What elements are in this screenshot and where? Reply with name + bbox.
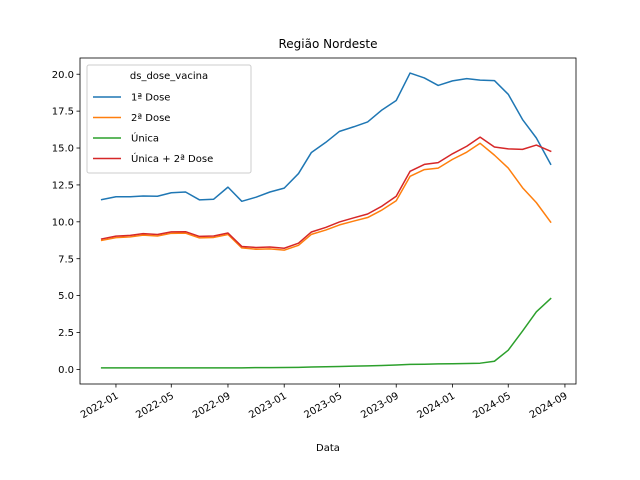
y-tick-label: 20.0 <box>52 70 74 81</box>
y-tick-label: 15.0 <box>52 144 74 155</box>
series-line-4 <box>100 136 552 249</box>
series-line-1 <box>100 72 552 203</box>
series-line-3 <box>100 297 552 369</box>
y-tick-label: 0.0 <box>58 365 74 376</box>
y-tick-label: 17.5 <box>52 107 74 118</box>
plot-frame <box>79 57 577 385</box>
y-tick-label: 2.5 <box>58 328 74 339</box>
series-layer <box>100 72 552 369</box>
legend-entry-3: Única <box>131 132 159 145</box>
legend-entry-1: 1ª Dose <box>131 93 170 104</box>
legend-entry-4: Única + 2ª Dose <box>131 152 213 165</box>
legend: ds_dose_vacina 1ª Dose 2ª Dose Única Única … <box>86 64 252 174</box>
chart-title: Região Nordeste <box>278 37 377 51</box>
y-tick-label: 10.0 <box>52 217 74 228</box>
legend-frame <box>86 64 252 174</box>
legend-items: 1ª Dose 2ª Dose Única Única + 2ª Dose <box>93 93 213 165</box>
y-tick-label: 7.5 <box>58 254 74 265</box>
series-line-2 <box>100 142 552 251</box>
y-tick-label: 5.0 <box>58 291 74 302</box>
legend-entry-2: 2ª Dose <box>131 113 170 124</box>
y-tick-label: 12.5 <box>52 181 74 192</box>
x-axis-label: Data <box>316 443 340 454</box>
legend-title: ds_dose_vacina <box>130 71 208 82</box>
